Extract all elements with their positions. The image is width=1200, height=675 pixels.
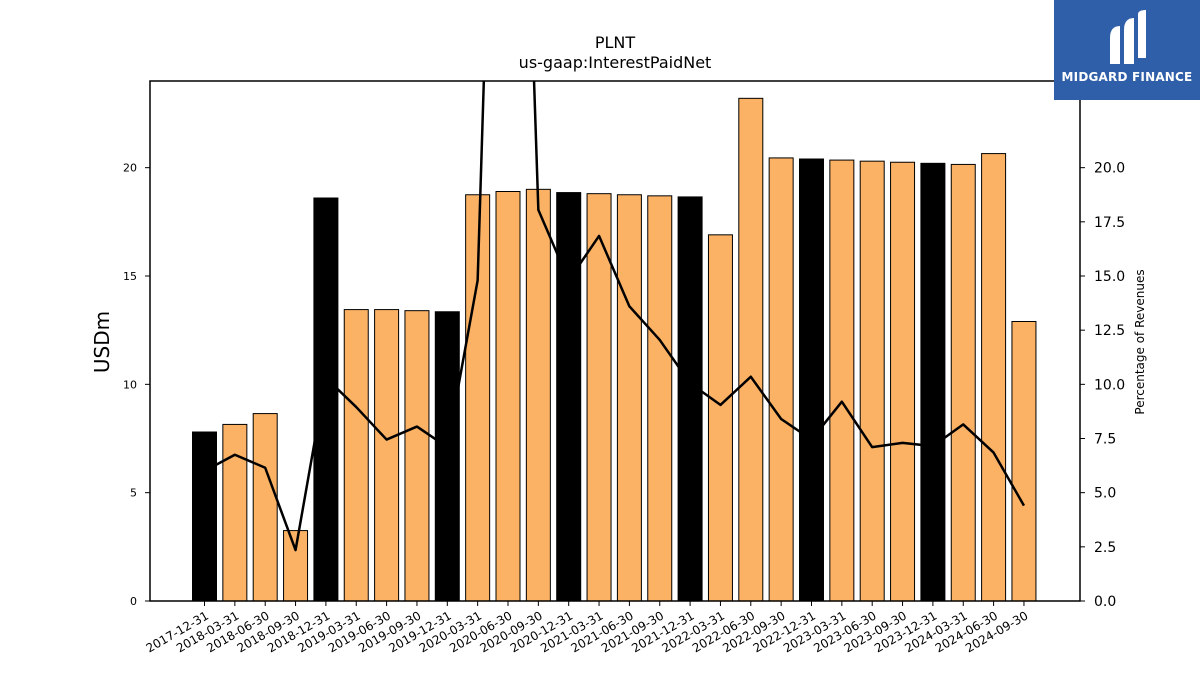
bar-2024-09-30 bbox=[1011, 321, 1037, 602]
bar-2020-09-30 bbox=[525, 188, 551, 602]
y2-tick-label-5.0: 5.0 bbox=[1094, 486, 1116, 502]
y-tick-label-15: 15 bbox=[123, 270, 137, 283]
bar-2024-06-30 bbox=[981, 153, 1007, 602]
bar-2022-09-30 bbox=[768, 157, 794, 602]
bar-2021-06-30 bbox=[616, 194, 642, 602]
bar-2023-06-30 bbox=[859, 160, 885, 602]
y2-tick-label-7.5: 7.5 bbox=[1094, 432, 1116, 448]
bar-2023-09-30 bbox=[890, 161, 916, 602]
bar-2021-09-30 bbox=[647, 195, 673, 602]
plot-frame bbox=[149, 80, 1081, 602]
y2-tick-label-15.0: 15.0 bbox=[1094, 269, 1125, 285]
logo-mark-icon bbox=[1110, 10, 1146, 64]
chart-title: PLNT bbox=[595, 33, 636, 52]
chart-subtitle: us-gaap:InterestPaidNet bbox=[519, 53, 712, 72]
bar-2018-09-30 bbox=[283, 530, 309, 602]
bar-2019-03-31 bbox=[343, 309, 369, 602]
y2-tick-label-10.0: 10.0 bbox=[1094, 377, 1125, 393]
y-tick-label-5: 5 bbox=[130, 487, 137, 500]
bar-2019-06-30 bbox=[374, 309, 400, 602]
y2-tick-label-0.0: 0.0 bbox=[1094, 594, 1116, 610]
bar-2017-12-31 bbox=[192, 431, 217, 602]
y2-tick-label-12.5: 12.5 bbox=[1094, 323, 1125, 339]
y2-tick-label-2.5: 2.5 bbox=[1094, 540, 1116, 556]
y-axis-label: USDm bbox=[90, 311, 114, 373]
y2-tick-label-17.5: 17.5 bbox=[1094, 215, 1125, 231]
bar-2021-03-31 bbox=[586, 193, 612, 602]
midgard-finance-logo: MIDGARD FINANCE bbox=[1054, 0, 1200, 100]
percentage-of-revenues-line bbox=[203, 81, 1026, 552]
bar-2022-06-30 bbox=[738, 97, 764, 602]
bar-2021-12-31 bbox=[677, 196, 703, 602]
bar-2022-12-31 bbox=[799, 158, 824, 602]
bar-2018-06-30 bbox=[252, 413, 278, 602]
bar-2020-12-31 bbox=[556, 192, 582, 602]
bar-2018-03-31 bbox=[222, 423, 248, 602]
y2-axis-label: Percentage of Revenues bbox=[1133, 269, 1147, 414]
y2-tick-label-20.0: 20.0 bbox=[1094, 161, 1125, 177]
bar-2019-09-30 bbox=[404, 310, 430, 602]
bar-2024-03-31 bbox=[950, 163, 976, 602]
y-tick-label-20: 20 bbox=[123, 162, 137, 175]
bar-2022-03-31 bbox=[707, 234, 733, 602]
logo-text: MIDGARD FINANCE bbox=[1061, 70, 1193, 84]
y-tick-label-10: 10 bbox=[123, 378, 137, 391]
bar-2023-12-31 bbox=[920, 162, 946, 602]
y-tick-label-0: 0 bbox=[130, 595, 137, 608]
bar-2019-12-31 bbox=[434, 311, 460, 602]
bar-2018-12-31 bbox=[313, 197, 339, 602]
bar-2020-06-30 bbox=[495, 191, 521, 602]
bar-2023-03-31 bbox=[829, 159, 855, 602]
